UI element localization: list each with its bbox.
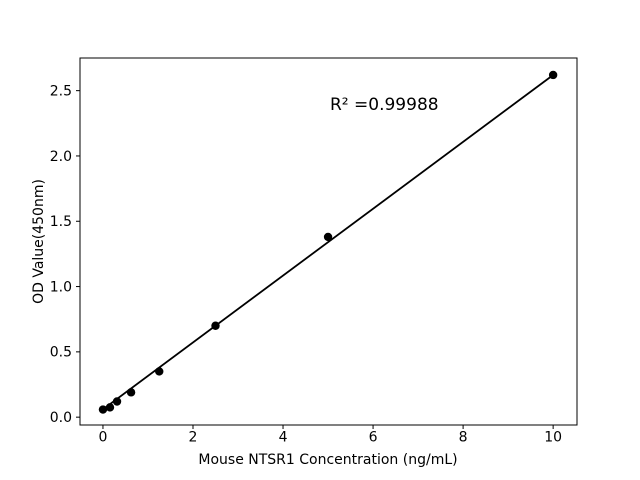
y-axis-label: OD Value(450nm) (31, 179, 47, 304)
data-point (548, 70, 558, 80)
y-tick-label: 0.0 (50, 410, 72, 426)
fit-line (102, 74, 554, 411)
data-point (126, 388, 136, 397)
y-tick-label: 0.5 (50, 345, 72, 361)
data-point (323, 232, 333, 242)
data-point (155, 367, 164, 376)
plot-border (79, 57, 578, 426)
y-tick-label: 1.0 (50, 279, 72, 295)
x-tick-label: 6 (369, 430, 378, 446)
x-tick-label: 4 (279, 430, 288, 446)
data-point (105, 403, 115, 412)
data-point (211, 321, 220, 330)
data-point (112, 397, 122, 406)
y-tick-label: 1.5 (50, 214, 72, 230)
r-squared-annotation: R² =0.99988 (330, 95, 439, 115)
data-point (98, 405, 108, 414)
x-axis-label: Mouse NTSR1 Concentration (ng/mL) (198, 452, 457, 468)
x-tick-label: 8 (459, 430, 468, 446)
y-tick-label: 2.0 (50, 149, 72, 165)
y-tick-label: 2.5 (50, 83, 72, 99)
plot-area: 0 2 4 6 8 10 0.0 0.5 1.0 1.5 2.0 2.5 (50, 57, 578, 446)
x-tick-label: 2 (189, 430, 198, 446)
x-tick-label: 10 (544, 430, 562, 446)
x-tick-label: 0 (98, 430, 107, 446)
